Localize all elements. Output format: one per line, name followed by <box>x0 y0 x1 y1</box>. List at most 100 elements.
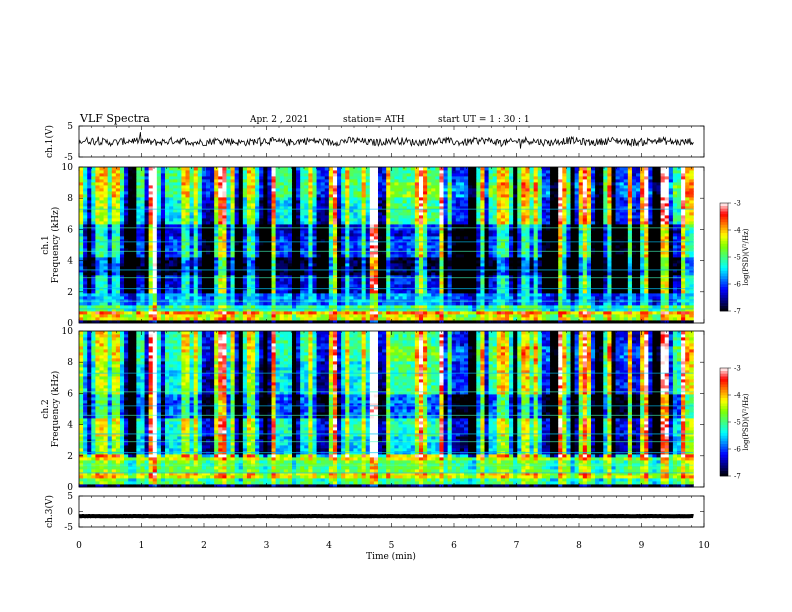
spectrogram-cell <box>664 227 670 231</box>
spectrogram-cell <box>545 308 551 312</box>
spectrogram-cell <box>234 239 240 243</box>
spectrogram-cell <box>79 257 84 261</box>
spectrogram-cell <box>627 308 633 312</box>
spectrogram-cell <box>111 260 117 264</box>
spectrogram-cell <box>185 278 190 282</box>
spectrogram-cell <box>345 224 350 228</box>
spectrogram-cell <box>160 320 166 324</box>
spectrogram-cell <box>218 278 223 282</box>
spectrogram-cell <box>623 278 629 282</box>
spectrogram-cell <box>517 263 522 267</box>
spectrogram-cell <box>115 269 121 273</box>
spectrogram-cell <box>316 245 322 249</box>
spectrogram-cell <box>185 266 190 270</box>
spectrogram-cell <box>349 302 354 306</box>
spectrogram-cell <box>300 233 305 237</box>
spectrogram-cell <box>255 296 260 300</box>
spectrogram-cell <box>115 248 121 252</box>
spectrogram-cell <box>320 314 326 318</box>
spectrogram-cell <box>685 314 690 318</box>
spectrogram-cell <box>390 269 395 273</box>
spectrogram-cell <box>312 254 317 258</box>
spectrogram-cell <box>304 227 309 231</box>
spectrogram-cell <box>418 284 424 288</box>
spectrogram-cell <box>255 248 260 252</box>
spectrogram-cell <box>676 299 682 303</box>
spectrogram-cell <box>541 236 547 240</box>
spectrogram-cell <box>410 242 416 246</box>
spectrogram-cell <box>328 245 334 249</box>
spectrogram-cell <box>136 284 141 288</box>
spectrogram-cell <box>410 239 416 243</box>
spectrogram-cell <box>644 302 649 306</box>
spectrogram-cell <box>263 245 268 249</box>
spectrogram-cell <box>357 314 363 318</box>
spectrogram-cell <box>423 260 428 264</box>
spectrogram-cell <box>660 227 666 231</box>
spectrogram-cell <box>300 311 305 315</box>
spectrogram-cell <box>648 296 653 300</box>
spectrogram-cell <box>361 236 367 240</box>
spectrogram-cell <box>414 245 420 249</box>
spectrogram-cell <box>464 293 469 297</box>
spectrogram-cell <box>119 293 125 297</box>
spectrogram-cell <box>103 260 109 264</box>
spectrogram-cell <box>636 230 641 234</box>
spectrogram-cell <box>681 245 686 249</box>
spectrogram-cell <box>599 254 604 258</box>
spectrogram-cell <box>566 281 571 285</box>
spectrogram-cell <box>300 302 305 306</box>
spectrogram-cell <box>468 257 473 261</box>
spectrogram-cell <box>427 296 432 300</box>
spectrogram-cell <box>664 296 670 300</box>
spectrogram-cell <box>439 254 444 258</box>
spectrogram-cell <box>320 302 326 306</box>
spectrogram-cell <box>377 239 383 243</box>
spectrogram-cell <box>685 233 690 237</box>
spectrogram-cell <box>459 281 465 285</box>
spectrogram-cell <box>566 251 571 255</box>
spectrogram-cell <box>517 284 522 288</box>
spectrogram-cell <box>660 245 666 249</box>
spectrogram-cell <box>570 248 575 252</box>
spectrogram-cell <box>533 284 539 288</box>
spectrogram-cell <box>124 272 129 276</box>
spectrogram-cell <box>574 275 580 279</box>
spectrogram-cell <box>91 266 96 270</box>
spectrogram-cell <box>464 278 469 282</box>
spectrogram-cell <box>619 233 625 237</box>
spectrogram-cell <box>562 257 567 261</box>
spectrogram-cell <box>414 272 420 276</box>
spectrogram-cell <box>685 317 690 321</box>
spectrogram-cell <box>504 278 510 282</box>
spectrogram-cell <box>99 254 104 258</box>
spectrogram-cell <box>193 227 199 231</box>
spectrogram-cell <box>332 245 338 249</box>
spectrogram-cell <box>660 266 666 270</box>
spectrogram-cell <box>267 263 272 267</box>
spectrogram-cell <box>656 245 662 249</box>
spectrogram-cell <box>455 233 461 237</box>
spectrogram-cell <box>525 251 530 255</box>
spectrogram-cell <box>242 296 248 300</box>
spectrogram-cell <box>341 314 346 318</box>
spectrogram-cell <box>685 263 690 267</box>
spectrogram-cell <box>369 314 375 318</box>
spectrogram-cell <box>308 236 313 240</box>
waveform-line <box>78 132 694 149</box>
spectrogram-cell <box>115 308 121 312</box>
spectrogram-cell <box>152 320 158 324</box>
spectrogram-cell <box>160 260 166 264</box>
spectrogram-cell <box>607 311 612 315</box>
spectrogram-cell <box>328 314 334 318</box>
spectrogram-cell <box>263 266 268 270</box>
spectrogram-cell <box>586 281 592 285</box>
spectrogram-cell <box>218 245 223 249</box>
spectrogram-cell <box>103 233 109 237</box>
spectrogram-cell <box>328 257 334 261</box>
spectrogram-cell <box>377 230 383 234</box>
spectrogram-cell <box>607 296 612 300</box>
spectrogram-cell <box>562 311 567 315</box>
spectrogram-cell <box>181 293 186 297</box>
spectrogram-cell <box>636 248 641 252</box>
